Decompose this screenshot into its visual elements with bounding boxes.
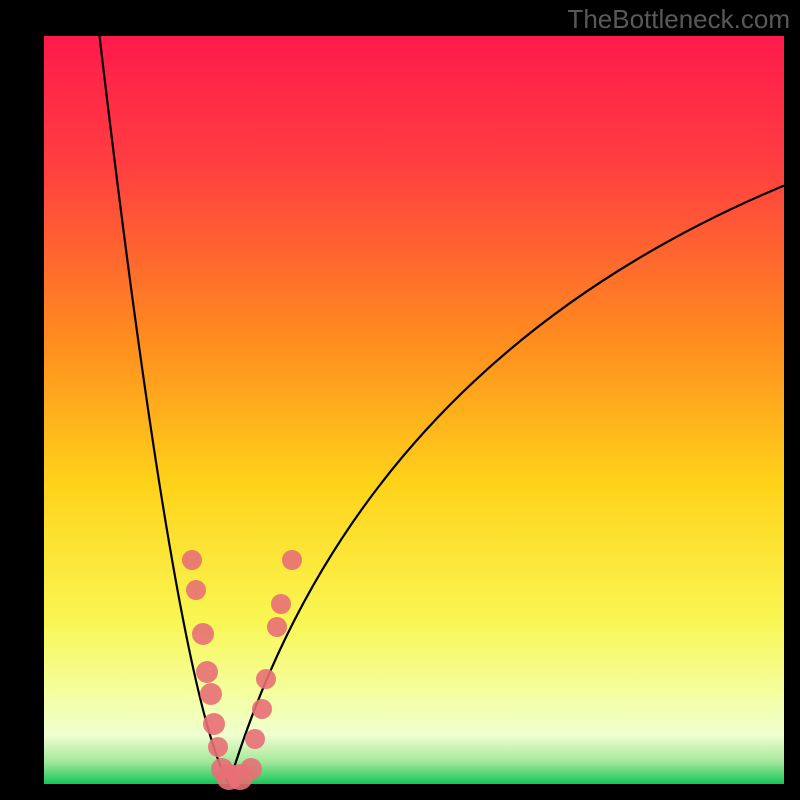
data-marker [271,594,291,614]
data-marker [186,580,206,600]
data-marker [252,699,272,719]
data-marker [182,550,202,570]
data-marker [256,669,276,689]
plot-area [44,36,784,784]
data-marker [245,729,265,749]
marker-layer [44,36,784,784]
data-marker [200,683,222,705]
data-marker [267,617,287,637]
data-marker [196,661,218,683]
data-marker [282,550,302,570]
data-marker [240,758,262,780]
data-marker [208,737,228,757]
data-marker [192,623,214,645]
data-marker [203,713,225,735]
watermark-text: TheBottleneck.com [567,4,790,35]
stage: TheBottleneck.com [0,0,800,800]
